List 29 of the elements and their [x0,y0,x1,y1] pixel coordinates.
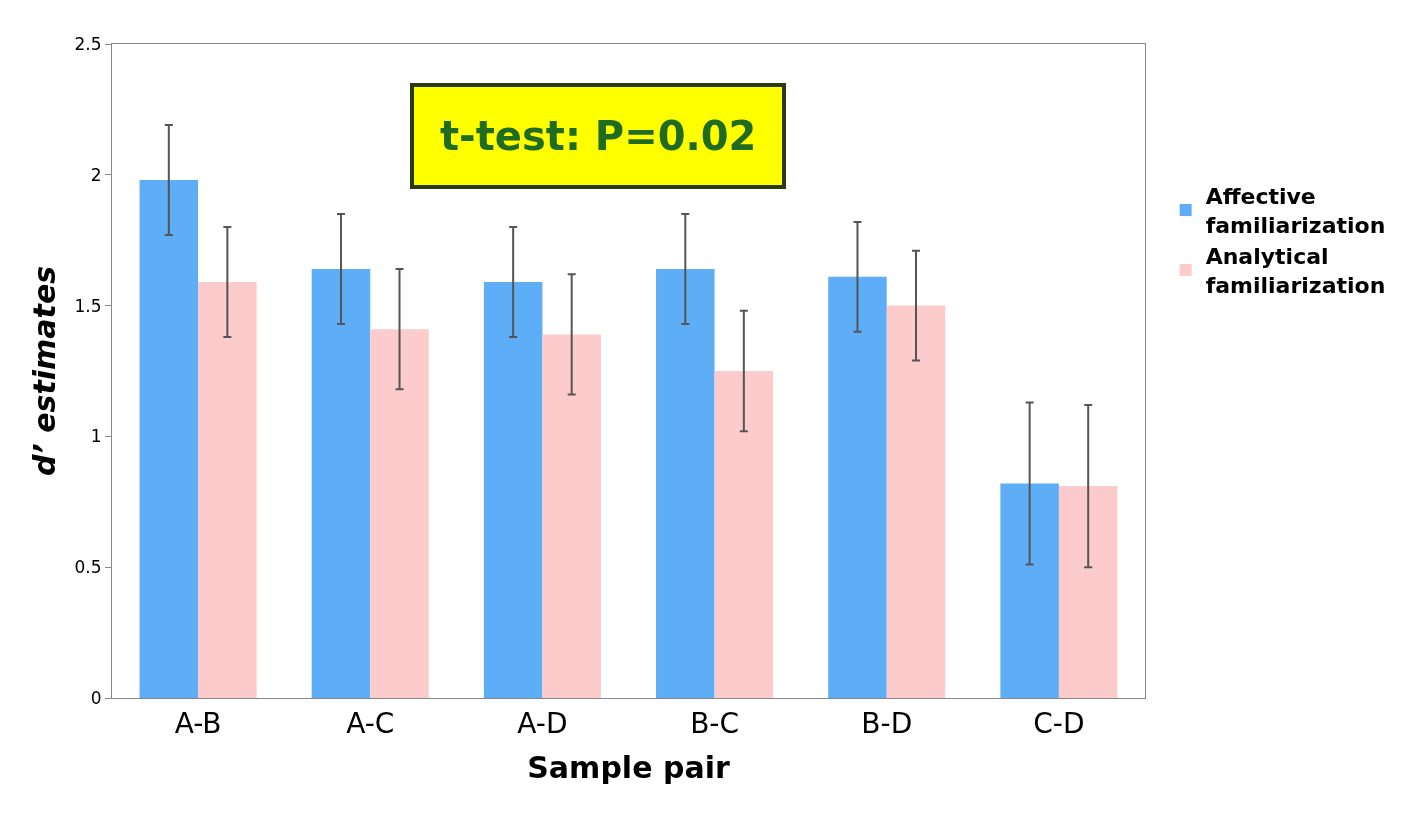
bar [886,305,946,698]
bar [1000,483,1059,698]
x-tick-label: B-C [690,706,740,740]
x-axis-title: Sample pair [527,750,730,786]
legend-label: Analytical familiarization [1205,244,1386,298]
bar [656,268,715,698]
legend-label: Affective familiarization [1205,184,1386,238]
bar [139,180,199,698]
y-tick-label: 0 [90,687,102,708]
bar [714,371,774,698]
y-tick-label: 2 [90,164,102,185]
y-tick-label: 2.5 [74,33,102,54]
x-tick-label: C-D [1033,706,1085,740]
bar [542,334,601,698]
y-axis-title: d’ estimates [26,265,62,477]
bar [311,268,371,698]
y-tick-label: 0.5 [74,557,102,578]
y-tick-label: 1 [90,426,102,447]
bar [1058,486,1118,698]
x-tick-label: B-D [861,706,913,740]
bar [483,282,543,698]
y-tick-label: 1.5 [74,295,102,316]
bar [828,276,887,698]
annotation: t-test: P=0.02 [440,113,757,159]
x-tick-label: A-D [517,706,568,740]
bar [198,282,257,698]
bar [370,329,429,698]
x-tick-label: A-C [346,706,395,740]
x-tick-label: A-B [174,706,222,740]
